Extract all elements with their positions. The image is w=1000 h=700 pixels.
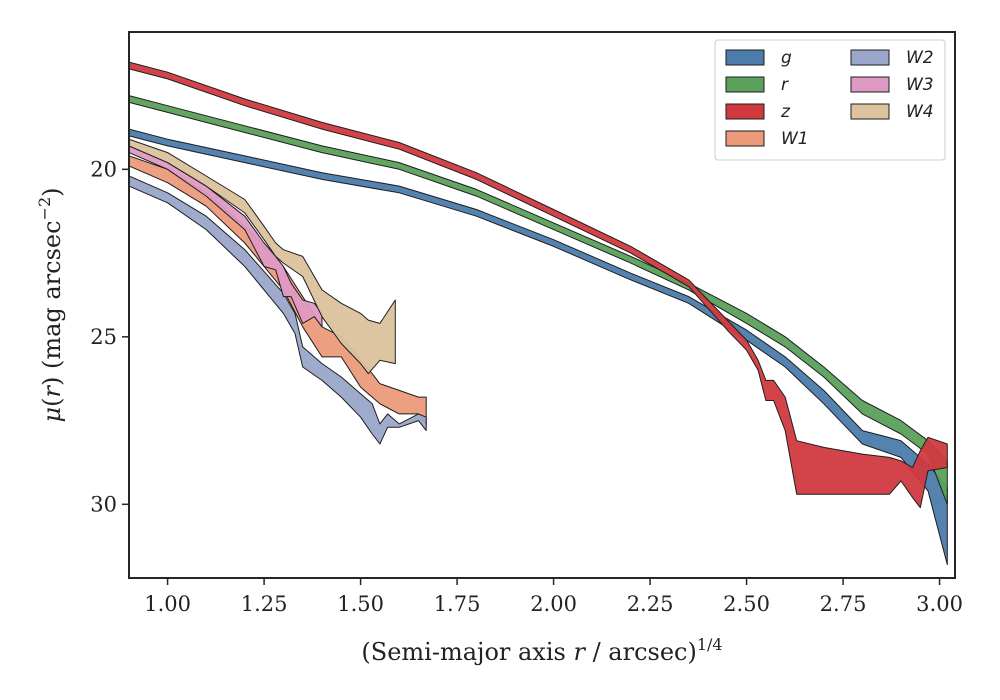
series-band-g: [129, 128, 948, 566]
y-tick-label: 20: [90, 157, 117, 181]
plot-frame: [128, 31, 956, 579]
legend: grz W1 W2 W3 W4: [714, 39, 946, 161]
legend-label-r: r: [781, 75, 789, 95]
y-axis-title: μ(r) (mag arcsec−2): [35, 187, 66, 422]
legend-swatch-r: [725, 76, 765, 93]
y-tick-label: 30: [90, 492, 117, 516]
series-band-r: [129, 95, 948, 505]
legend-swatch-g: [725, 49, 765, 66]
legend-label-w3: W3: [906, 75, 934, 95]
legend-swatch-w4: [850, 103, 890, 120]
legend-swatch-w3: [850, 76, 890, 93]
x-tick-label: 1.50: [337, 592, 384, 616]
legend-frame: [714, 39, 946, 161]
x-axis-title: (Semi-major axis r / arcsec)1/4: [361, 635, 722, 666]
ticks-layer: 1.00 1.25 1.50 1.75 2.00 2.25 2.50 2.75 3.00 20 25…: [90, 157, 963, 616]
legend-label-z: z: [780, 102, 791, 122]
legend-label-w4: W4: [906, 102, 934, 122]
series-layer: [129, 61, 948, 566]
x-tick-label: 1.00: [144, 592, 191, 616]
series-band-w2: [129, 175, 427, 445]
series-band-w3: [129, 145, 323, 328]
legend-swatch-z: [725, 103, 765, 120]
legend-label-g: g: [781, 48, 792, 68]
y-tick-label: 25: [90, 325, 117, 349]
legend-swatch-w2: [850, 49, 890, 66]
x-tick-label: 2.75: [820, 592, 867, 616]
series-band-z: [129, 61, 948, 509]
x-tick-label: 3.00: [916, 592, 963, 616]
legend-swatch-w1: [725, 130, 765, 147]
series-band-w4: [129, 138, 396, 375]
x-tick-label: 1.25: [241, 592, 288, 616]
x-tick-label: 2.50: [723, 592, 770, 616]
legend-label-w1: W1: [781, 129, 809, 149]
x-tick-label: 2.00: [530, 592, 577, 616]
x-tick-label: 2.25: [627, 592, 674, 616]
x-tick-label: 1.75: [434, 592, 481, 616]
legend-label-w2: W2: [906, 48, 934, 68]
